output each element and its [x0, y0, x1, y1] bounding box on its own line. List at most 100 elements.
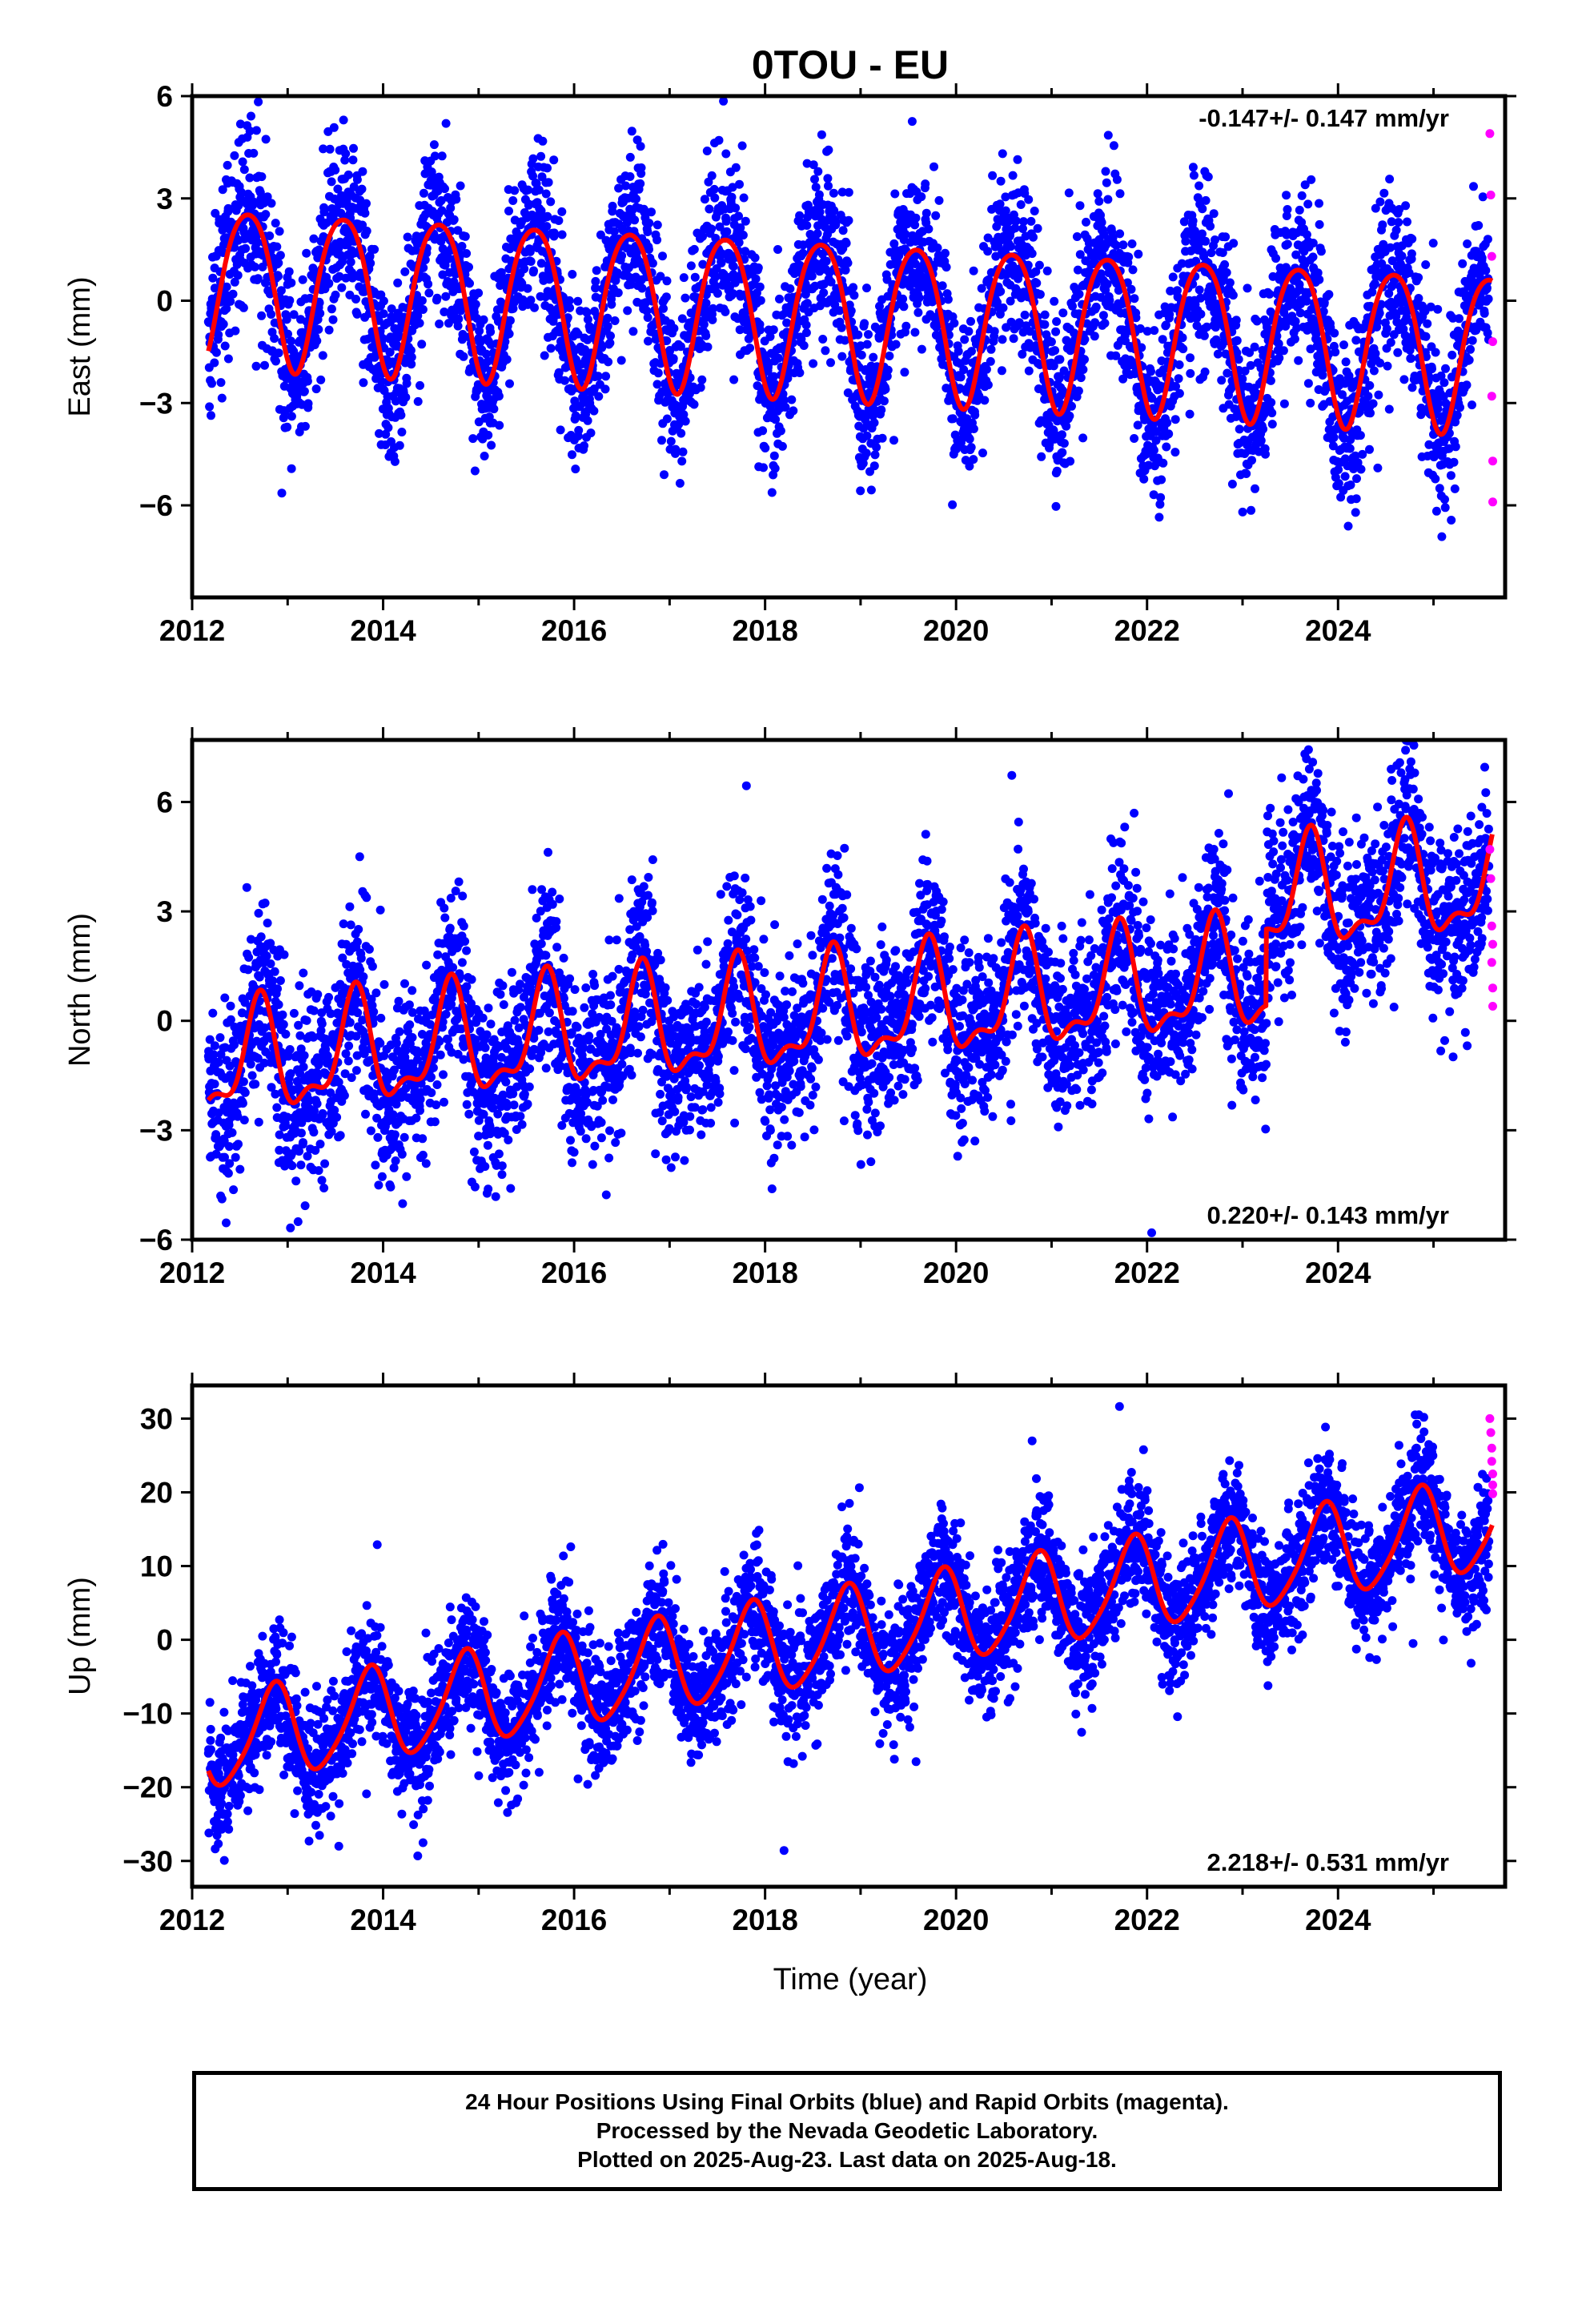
final-point	[605, 338, 615, 348]
final-point	[1024, 195, 1034, 204]
final-point	[1030, 207, 1039, 215]
final-point	[251, 126, 261, 135]
final-point	[274, 348, 283, 358]
final-point	[224, 1120, 234, 1130]
final-point	[526, 257, 536, 266]
final-point	[1227, 480, 1237, 489]
final-point	[260, 360, 269, 370]
final-point	[1433, 304, 1443, 314]
final-point	[536, 151, 546, 161]
final-point	[604, 357, 613, 367]
final-point	[1066, 456, 1075, 466]
final-point	[271, 219, 280, 228]
final-point	[789, 406, 798, 416]
final-point	[210, 1041, 219, 1051]
final-point	[343, 170, 353, 179]
final-point	[869, 418, 879, 428]
final-point	[1242, 469, 1251, 478]
final-point	[393, 278, 403, 287]
final-point	[1118, 240, 1128, 250]
final-point	[417, 340, 427, 349]
final-point	[1150, 326, 1159, 336]
final-point	[319, 207, 329, 217]
final-point	[1295, 205, 1304, 215]
rapid-point	[1487, 251, 1496, 261]
final-point	[1478, 192, 1488, 202]
final-point	[815, 207, 825, 217]
final-point	[365, 251, 375, 261]
final-point	[1447, 350, 1457, 360]
final-point	[1375, 197, 1385, 207]
final-point	[215, 1033, 225, 1043]
final-point	[1440, 495, 1449, 505]
final-point	[662, 276, 672, 286]
final-point	[218, 185, 227, 195]
final-point	[1221, 232, 1231, 242]
final-point	[432, 293, 442, 303]
x-tick-label: 2014	[350, 614, 416, 647]
final-point	[1185, 409, 1195, 419]
final-point	[571, 464, 580, 474]
final-point	[1225, 278, 1235, 287]
final-point	[347, 273, 357, 283]
final-point	[1232, 336, 1242, 345]
final-point	[840, 336, 849, 345]
final-point	[1251, 484, 1259, 493]
final-point	[1164, 429, 1174, 439]
final-point	[314, 324, 323, 334]
final-point	[966, 316, 975, 326]
final-point	[1379, 188, 1389, 198]
final-point	[1343, 521, 1353, 531]
final-point	[453, 321, 463, 331]
final-point	[1441, 364, 1450, 373]
final-point	[614, 183, 624, 193]
final-point	[1046, 337, 1056, 347]
final-point	[883, 365, 893, 375]
final-point	[453, 226, 463, 235]
final-point	[1307, 175, 1316, 184]
final-point	[312, 336, 322, 346]
final-point	[1365, 380, 1375, 390]
final-point	[540, 351, 549, 360]
final-point	[781, 403, 790, 412]
final-point	[1128, 265, 1138, 275]
final-point	[1228, 291, 1238, 300]
final-point	[671, 444, 681, 454]
final-point	[799, 341, 809, 350]
final-point	[702, 147, 712, 155]
final-point	[267, 310, 276, 319]
final-point	[609, 227, 619, 236]
final-point	[707, 171, 717, 180]
final-point	[378, 334, 387, 344]
final-point	[407, 352, 416, 362]
final-point	[798, 248, 808, 258]
final-point	[735, 325, 745, 335]
final-point	[256, 932, 266, 942]
final-point	[669, 324, 679, 333]
final-point	[1103, 131, 1113, 140]
final-point	[652, 220, 662, 230]
final-point	[801, 320, 811, 330]
final-point	[235, 1164, 245, 1174]
final-point	[284, 267, 294, 276]
final-point	[222, 1218, 231, 1228]
final-point	[351, 295, 360, 304]
final-point	[756, 296, 765, 305]
final-point	[471, 300, 480, 309]
final-point	[402, 379, 412, 388]
final-point	[921, 208, 931, 218]
final-point	[1078, 433, 1088, 443]
final-point	[1468, 400, 1476, 410]
final-point	[437, 151, 447, 161]
final-point	[440, 260, 450, 270]
final-point	[1468, 336, 1477, 345]
final-point	[557, 207, 567, 216]
final-point	[769, 451, 779, 460]
final-point	[419, 188, 428, 198]
final-point	[849, 283, 858, 292]
final-point	[582, 308, 592, 317]
final-point	[759, 463, 768, 472]
final-point	[358, 220, 367, 230]
final-point	[1168, 272, 1178, 282]
final-point	[300, 421, 310, 431]
